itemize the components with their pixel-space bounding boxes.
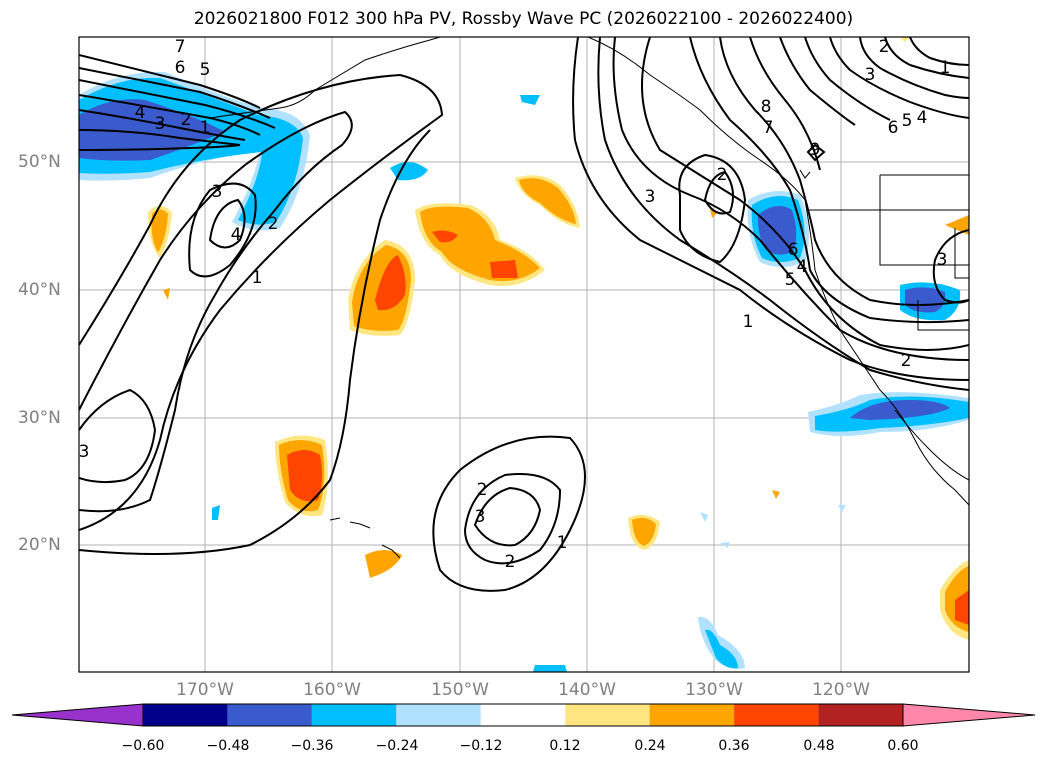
lat-label-50n: 50°N <box>18 152 61 172</box>
lon-label-140w: 140°W <box>558 680 616 700</box>
colorbar-tick: −0.48 <box>206 738 250 754</box>
plot-frame <box>78 36 970 673</box>
colorbar-tick: −0.24 <box>375 738 419 754</box>
contour-label: 4 <box>797 257 808 277</box>
colorbar-box <box>649 704 735 726</box>
contour-label: 1 <box>557 533 568 553</box>
lon-label-170w: 170°W <box>176 680 234 700</box>
contour-label: 1 <box>200 118 211 138</box>
colorbar-tick: 0.36 <box>718 738 750 754</box>
colorbar-box <box>734 704 819 726</box>
contour-label: 4 <box>135 103 146 123</box>
contour-label: 5 <box>200 60 211 80</box>
contour-label: 2 <box>505 552 516 572</box>
contour-label: 3 <box>645 187 656 207</box>
contour-label: 4 <box>917 108 928 128</box>
contour-label: 6 <box>888 118 899 138</box>
colorbar <box>11 703 1036 727</box>
contour-label: 2 <box>879 37 890 57</box>
colorbar-extend-low <box>11 703 144 727</box>
coastlines <box>209 37 969 559</box>
contour-label: 3 <box>865 65 876 85</box>
colorbar-box <box>818 704 903 726</box>
contour-label: 4 <box>231 225 242 245</box>
contour-label: 3 <box>475 507 486 527</box>
colorbar-tick: 0.24 <box>634 738 666 754</box>
colorbar-tick: −0.12 <box>459 738 503 754</box>
contour-label: 2 <box>901 351 912 371</box>
colorbar-box <box>396 704 481 726</box>
contour-label: 7 <box>763 118 774 138</box>
colorbar-tick: −0.36 <box>290 738 334 754</box>
colorbar-box <box>565 704 650 726</box>
colorbar-tick: 0.60 <box>887 738 919 754</box>
contour-label: 5 <box>902 111 913 131</box>
contour-label: 5 <box>785 270 796 290</box>
contour-label: 1 <box>940 58 951 78</box>
lon-label-150w: 150°W <box>431 680 489 700</box>
colorbar-box <box>227 704 312 726</box>
map-title: 2026021800 F012 300 hPa PV, Rossby Wave … <box>193 9 854 29</box>
colorbar-box <box>480 704 566 726</box>
lat-label-30n: 30°N <box>18 408 61 428</box>
colorbar-box <box>143 704 228 726</box>
colorbar-box <box>311 704 397 726</box>
contour-label: 1 <box>743 312 754 332</box>
colorbar-tick: −0.60 <box>121 738 165 754</box>
colorbar-extend-high <box>902 703 1036 727</box>
contour-label: 2 <box>717 165 728 185</box>
positive-anomaly-fills <box>148 37 969 640</box>
colorbar-tick: 0.48 <box>803 738 835 754</box>
contour-label: 2 <box>268 214 279 234</box>
contour-label: 6 <box>788 240 799 260</box>
contour-label: 2 <box>181 110 192 130</box>
contour-label: 3 <box>79 442 90 462</box>
contour-label: 3 <box>937 250 948 270</box>
contour-label: 1 <box>252 268 263 288</box>
contour-label: 3 <box>155 114 166 134</box>
contour-label: 2 <box>477 480 488 500</box>
contour-label: 7 <box>175 37 186 57</box>
pv-contours <box>79 37 969 592</box>
colorbar-tick: 0.12 <box>549 738 581 754</box>
contour-label: 9 <box>810 140 821 160</box>
contour-label: 6 <box>175 58 186 78</box>
contour-label: 3 <box>212 182 223 202</box>
contour-label: 8 <box>761 97 772 117</box>
lat-label-20n: 20°N <box>18 535 61 555</box>
lon-label-160w: 160°W <box>303 680 361 700</box>
lon-label-120w: 120°W <box>812 680 870 700</box>
lon-label-130w: 130°W <box>685 680 743 700</box>
lat-label-40n: 40°N <box>18 280 61 300</box>
